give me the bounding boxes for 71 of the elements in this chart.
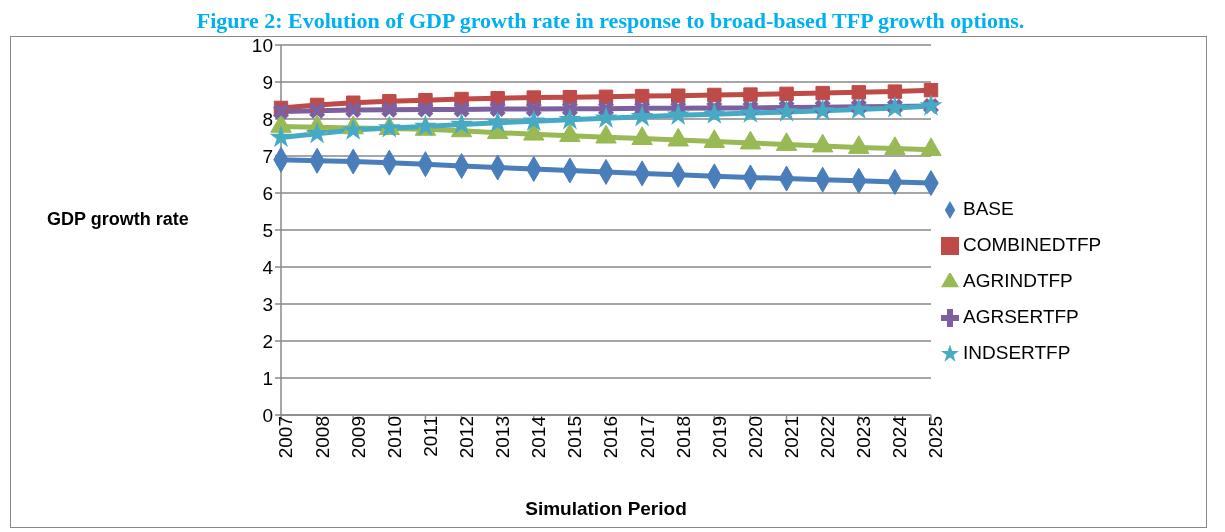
x-tick-label: 2022 xyxy=(817,416,839,459)
y-tick-label: 8 xyxy=(262,108,273,130)
y-tick-label: 9 xyxy=(262,71,273,93)
y-tick-label: 3 xyxy=(262,293,273,315)
point xyxy=(779,86,794,102)
point xyxy=(269,125,293,148)
point xyxy=(345,102,362,119)
point xyxy=(671,88,686,103)
chart-title: Figure 2: Evolution of GDP growth rate in response to broad-based TFP growth options. xyxy=(195,8,1026,34)
x-tick-label: 2013 xyxy=(492,416,514,459)
y-tick-label: 10 xyxy=(251,34,273,56)
x-tick-label: 2019 xyxy=(708,416,730,459)
x-tick-label: 2021 xyxy=(781,416,803,459)
point xyxy=(561,100,578,117)
point xyxy=(305,121,329,144)
point xyxy=(630,104,654,127)
point xyxy=(847,97,871,120)
point xyxy=(558,107,582,130)
point xyxy=(811,98,835,121)
point xyxy=(775,100,798,122)
x-tick-label: 2015 xyxy=(564,416,586,459)
point xyxy=(815,85,830,101)
x-tick-label: 2020 xyxy=(744,416,766,459)
x-tick-label: 2023 xyxy=(853,416,875,459)
point xyxy=(526,90,541,105)
x-tick-label: 2009 xyxy=(347,416,369,459)
x-tick-label: 2012 xyxy=(456,416,478,459)
y-tick-label: 6 xyxy=(262,182,273,204)
x-tick-label: 2016 xyxy=(600,416,622,459)
legend-label: AGRINDTFP xyxy=(963,270,1073,291)
x-tick-label: 2007 xyxy=(275,416,297,459)
point xyxy=(739,101,762,123)
legend-label: INDSERTFP xyxy=(963,342,1071,363)
y-tick-label: 5 xyxy=(262,219,273,241)
point xyxy=(486,110,510,133)
x-tick-label: 2025 xyxy=(925,416,947,459)
point xyxy=(707,87,722,103)
x-tick-label: 2017 xyxy=(636,416,658,459)
point xyxy=(522,109,546,131)
point xyxy=(417,101,434,118)
point xyxy=(666,103,690,125)
y-tick-label: 7 xyxy=(262,145,273,167)
point xyxy=(594,106,618,128)
y-tick-label: 0 xyxy=(262,404,273,426)
x-axis-title: Simulation Period xyxy=(525,498,687,519)
y-axis-title: GDP growth rate xyxy=(47,209,189,230)
legend-label: COMBINEDTFP xyxy=(963,234,1102,255)
point xyxy=(341,118,365,140)
point xyxy=(525,101,542,118)
legend-label: AGRSERTFP xyxy=(963,306,1079,327)
x-tick-label: 2018 xyxy=(672,416,694,459)
point xyxy=(450,112,473,135)
x-tick-label: 2008 xyxy=(311,416,333,459)
y-tick-label: 4 xyxy=(262,256,274,278)
point xyxy=(489,101,506,118)
point xyxy=(309,102,326,119)
point xyxy=(381,101,398,118)
point xyxy=(851,85,866,100)
point xyxy=(273,103,289,120)
point xyxy=(702,102,726,124)
y-tick-label: 2 xyxy=(262,330,273,352)
x-tick-label: 2010 xyxy=(383,416,405,459)
x-tick-label: 2024 xyxy=(889,415,911,459)
point xyxy=(923,82,939,98)
x-tick-label: 2011 xyxy=(419,416,441,457)
point xyxy=(743,87,758,102)
y-tick-label: 1 xyxy=(262,367,273,389)
point xyxy=(887,84,903,99)
x-tick-label: 2014 xyxy=(528,415,550,459)
legend-label: BASE xyxy=(963,198,1014,219)
point xyxy=(453,101,470,118)
